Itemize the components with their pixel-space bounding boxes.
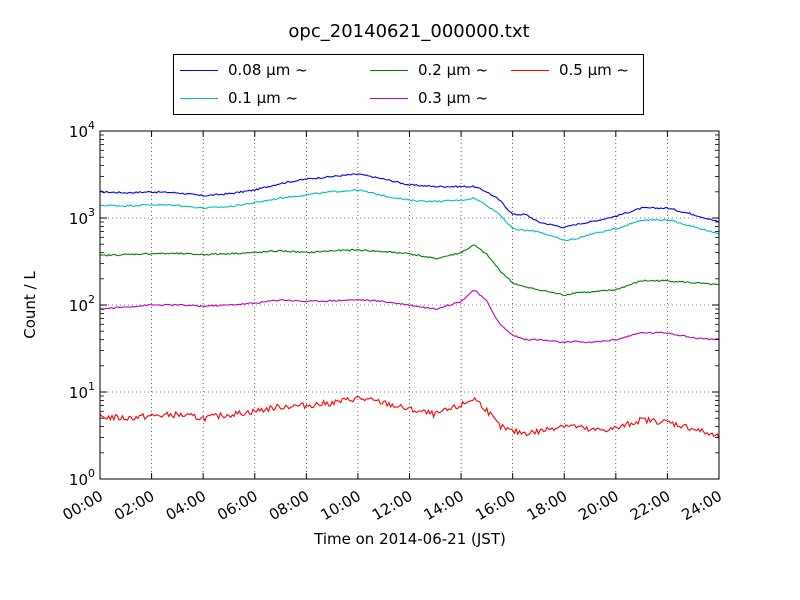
legend-swatch — [370, 69, 408, 71]
x-tick-label: 16:00 — [472, 487, 518, 524]
series-group — [99, 173, 720, 440]
x-tick-label: 02:00 — [111, 487, 157, 524]
legend-entry: 0.3 μm ~ — [370, 88, 488, 108]
series-line-0 — [100, 173, 720, 229]
legend-swatch — [370, 97, 408, 99]
x-tick-label: 08:00 — [266, 487, 312, 524]
legend-entry: 0.2 μm ~ — [370, 60, 488, 80]
x-tick-label: 22:00 — [627, 487, 673, 524]
y-tick-label: 103 — [69, 206, 95, 228]
x-tick-label: 14:00 — [421, 487, 467, 524]
y-axis-label: Count / L — [21, 271, 39, 339]
y-tick-label: 104 — [69, 119, 95, 141]
legend-swatch — [511, 69, 549, 71]
legend-label: 0.3 μm ~ — [418, 89, 489, 107]
x-tick-label: 10:00 — [317, 487, 363, 524]
legend-entry: 0.5 μm ~ — [511, 60, 629, 80]
y-tick-label: 101 — [69, 380, 95, 402]
legend: 0.08 μm ~ 0.1 μm ~ 0.2 μm ~ 0.3 μm ~ 0.5 μm … — [173, 54, 644, 115]
y-tick-label: 102 — [69, 293, 95, 315]
legend-label: 0.2 μm ~ — [418, 61, 489, 79]
x-tick-label: 00:00 — [60, 487, 106, 524]
x-axis-label: Time on 2014-06-21 (JST) — [313, 530, 506, 548]
x-tick-label: 18:00 — [524, 487, 570, 524]
x-tick-label: 20:00 — [575, 487, 621, 524]
series-line-4 — [99, 395, 720, 440]
x-tick-label: 24:00 — [679, 487, 725, 524]
x-tick-label: 06:00 — [214, 487, 260, 524]
legend-label: 0.08 μm ~ — [228, 61, 308, 79]
x-tick-label: 04:00 — [163, 487, 209, 524]
legend-swatch — [180, 97, 218, 99]
legend-swatch — [180, 69, 218, 71]
legend-label: 0.5 μm ~ — [559, 61, 630, 79]
x-axis: 00:00 02:00 04:00 06:00 08:00 10:00 12:00 14:00… — [60, 131, 725, 524]
chart-title: opc_20140621_000000.txt — [288, 21, 529, 42]
y-tick-label: 100 — [69, 467, 95, 489]
x-tick-label: 12:00 — [369, 487, 415, 524]
legend-entry: 0.08 μm ~ — [180, 60, 308, 80]
legend-label: 0.1 μm ~ — [228, 89, 299, 107]
legend-entry: 0.1 μm ~ — [180, 88, 298, 108]
series-line-1 — [99, 188, 720, 242]
series-line-2 — [99, 244, 720, 297]
series-line-3 — [99, 290, 720, 344]
